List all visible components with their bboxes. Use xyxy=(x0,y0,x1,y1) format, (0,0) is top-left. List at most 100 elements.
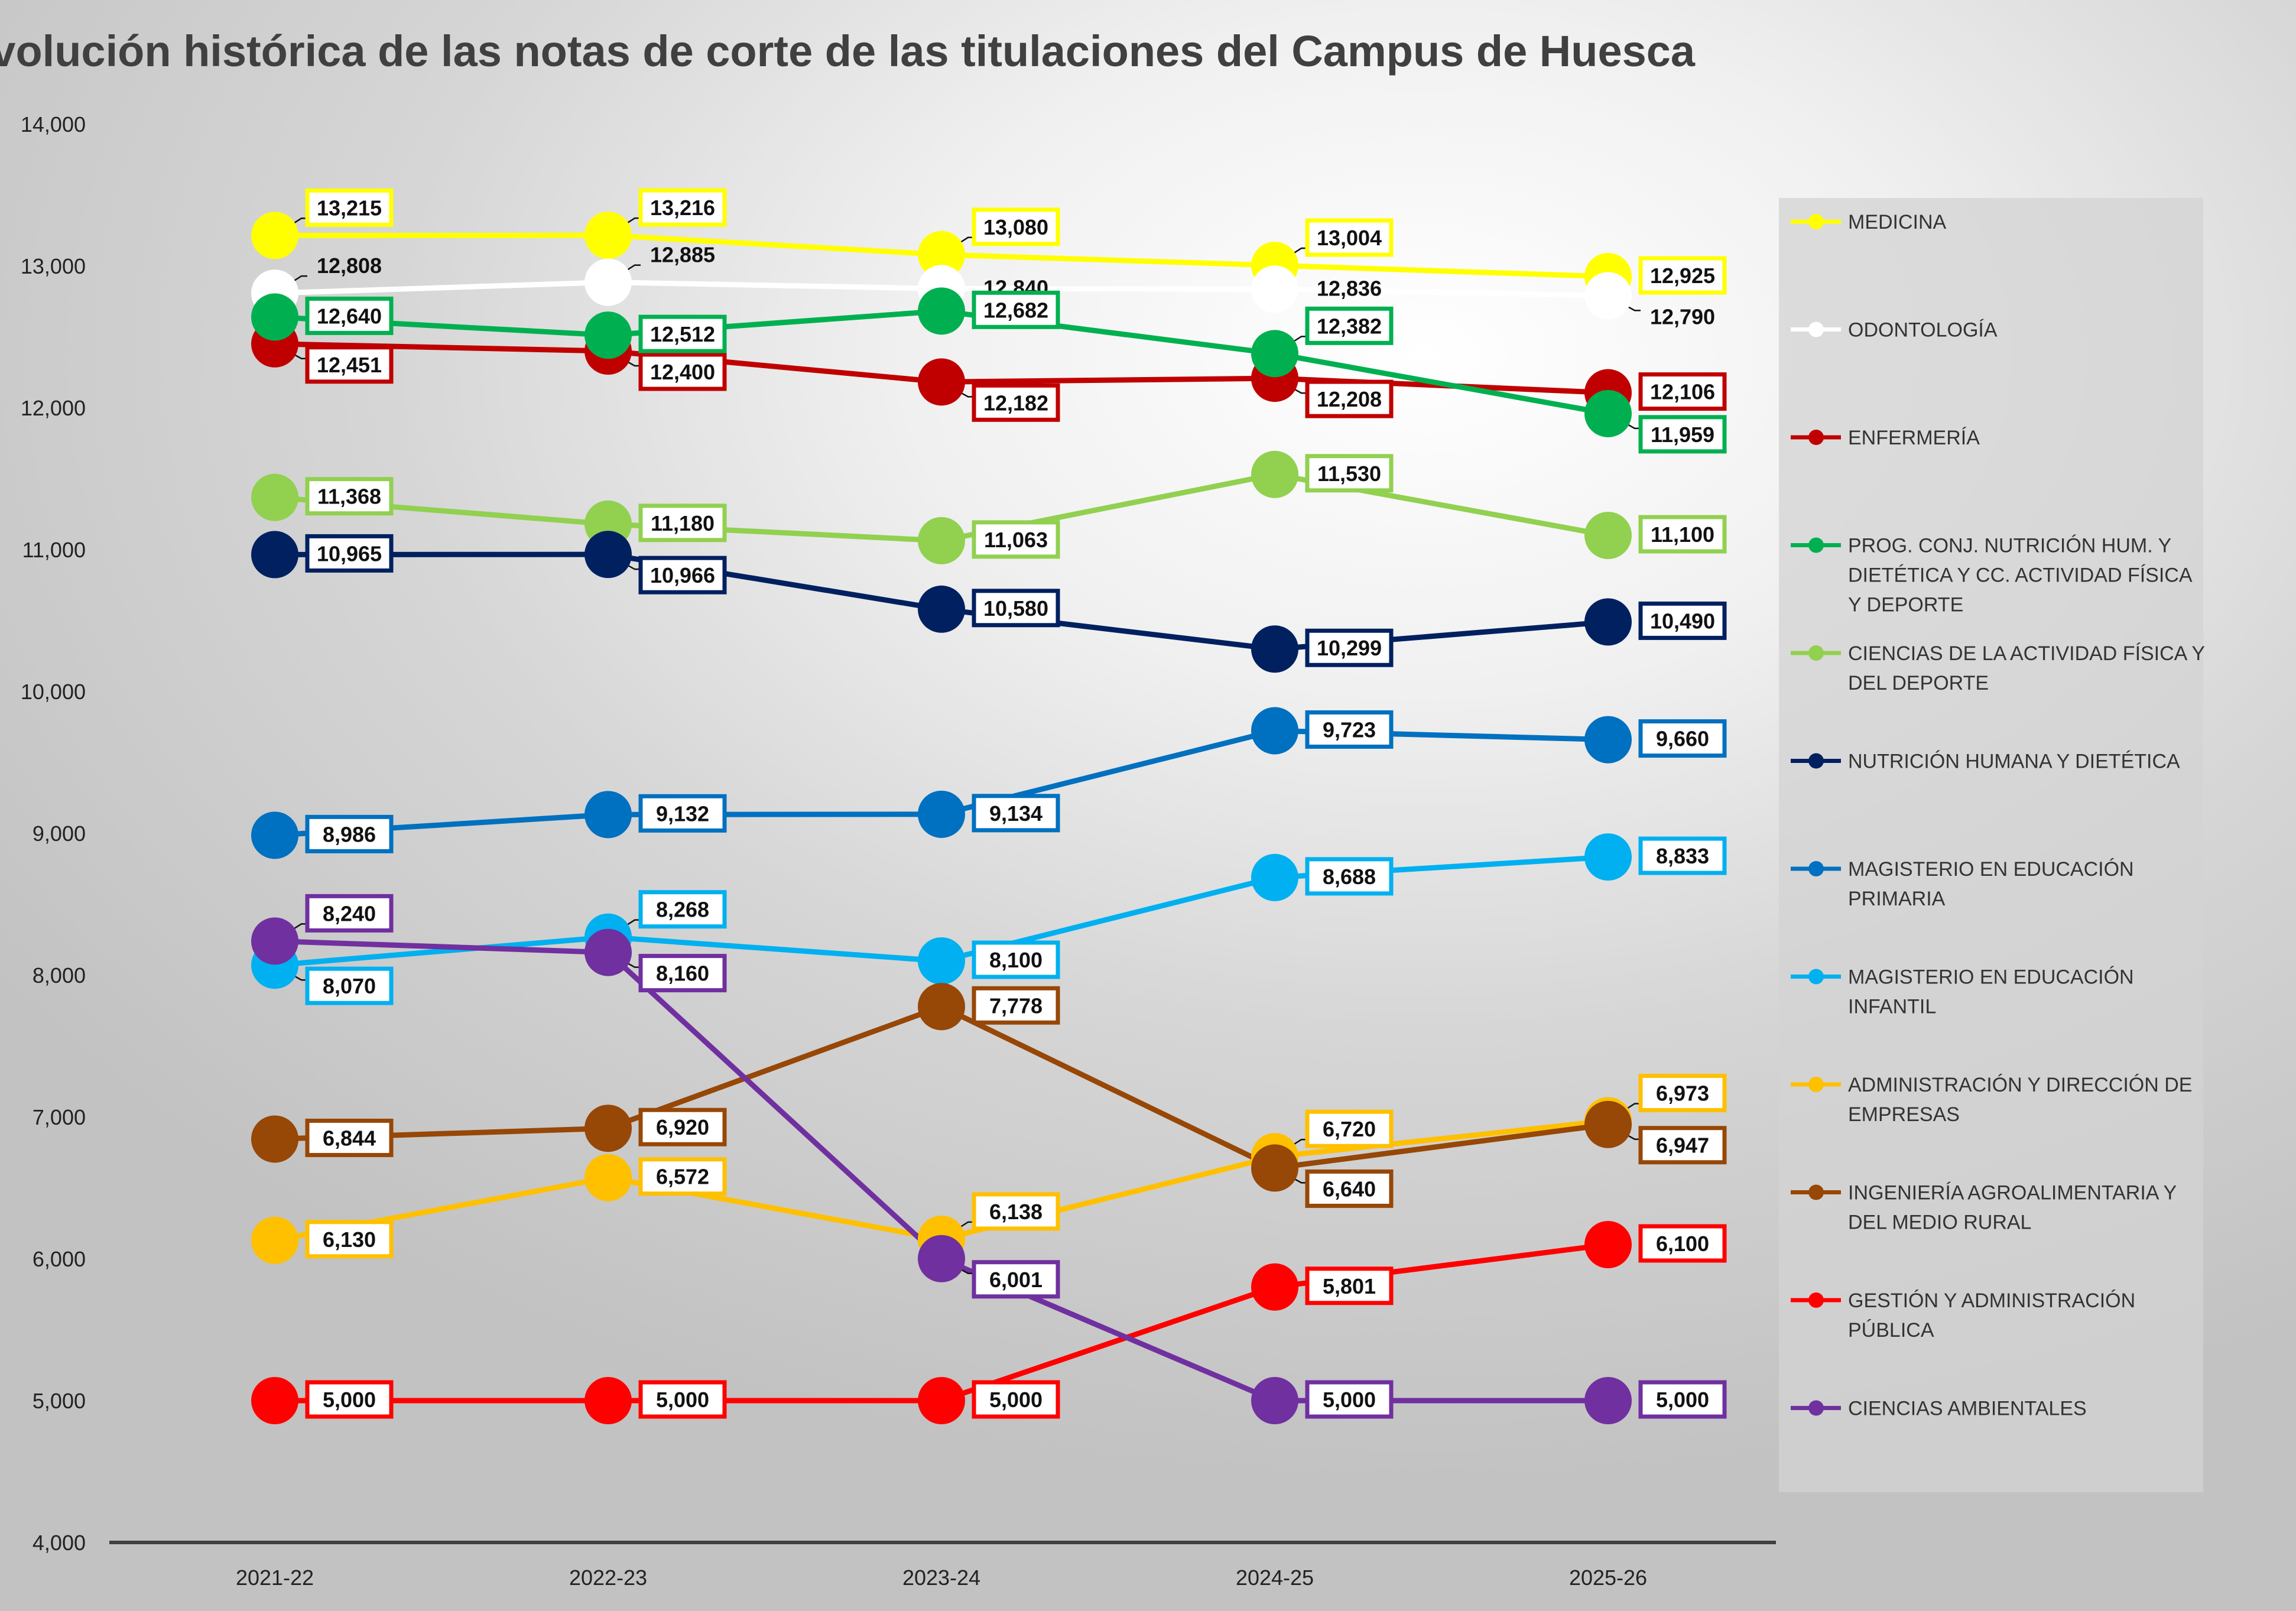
data-point-marker xyxy=(251,473,298,521)
data-label: 13,080 xyxy=(983,215,1048,239)
y-tick-label: 5,000 xyxy=(33,1389,86,1413)
data-point-marker xyxy=(584,531,632,579)
data-label: 6,844 xyxy=(323,1126,376,1150)
y-tick-label: 8,000 xyxy=(33,963,86,988)
x-tick-label: 2024-25 xyxy=(1236,1565,1314,1590)
data-label-box xyxy=(1638,256,1727,295)
legend-swatch-marker xyxy=(1808,1184,1824,1200)
legend-swatch-marker xyxy=(1808,1077,1824,1092)
data-label-box xyxy=(1638,719,1727,758)
data-point-marker xyxy=(918,790,965,838)
data-point-marker xyxy=(1584,1100,1632,1148)
data-point-marker xyxy=(1251,625,1298,673)
legend-label: ENFERMERÍA xyxy=(1848,427,1980,449)
data-label-box xyxy=(305,1118,394,1157)
data-label-box xyxy=(638,1107,727,1146)
data-label-box xyxy=(1305,218,1394,257)
data-label: 10,966 xyxy=(650,563,715,587)
legend-entry: MAGISTERIO EN EDUCACIÓN INFANTIL xyxy=(1791,966,2134,1018)
data-label: 6,973 xyxy=(1656,1081,1709,1105)
legend-swatch-marker xyxy=(1808,321,1824,337)
legend-label: PÚBLICA xyxy=(1848,1319,1934,1342)
data-label-box xyxy=(1305,857,1394,896)
data-label: 10,299 xyxy=(1317,636,1382,660)
data-point-marker xyxy=(1251,707,1298,755)
data-label-box xyxy=(1638,601,1727,640)
legend-entry: CIENCIAS DE LA ACTIVIDAD FÍSICA Y DEL DEP… xyxy=(1791,642,2205,694)
data-label-box xyxy=(1305,628,1394,667)
data-label-box xyxy=(638,188,727,227)
data-label: 6,001 xyxy=(989,1268,1043,1292)
legend-label: NUTRICIÓN HUMANA Y DIETÉTICA xyxy=(1848,751,2180,773)
data-point-marker xyxy=(1584,512,1632,559)
data-point-marker xyxy=(251,1115,298,1163)
data-label: 5,000 xyxy=(989,1388,1043,1412)
data-label: 6,720 xyxy=(1323,1117,1376,1141)
legend-entry: PROG. CONJ. NUTRICIÓN HUM. Y DIETÉTICA Y … xyxy=(1791,535,2193,616)
data-label: 10,965 xyxy=(317,541,382,566)
legend-label: ADMINISTRACIÓN Y DIRECCIÓN DE xyxy=(1848,1074,2192,1096)
data-label: 12,400 xyxy=(650,360,715,384)
data-point-marker xyxy=(584,1105,632,1152)
legend-box xyxy=(1779,198,2203,1492)
data-label: 6,100 xyxy=(1656,1232,1709,1256)
data-label-box xyxy=(638,1157,727,1196)
y-tick-label: 13,000 xyxy=(21,254,86,278)
data-label-box xyxy=(638,504,727,543)
legend-entry: MEDICINA xyxy=(1791,211,1947,233)
data-label: 6,920 xyxy=(656,1115,709,1139)
legend-label: GESTIÓN Y ADMINISTRACIÓN xyxy=(1848,1290,2135,1312)
data-label-box xyxy=(305,477,394,516)
data-label-box xyxy=(305,296,394,335)
data-label-box xyxy=(305,1380,394,1419)
x-tick-label: 2022-23 xyxy=(569,1565,647,1590)
data-label-box xyxy=(1305,1169,1394,1208)
data-label: 11,180 xyxy=(651,511,715,535)
data-point-marker xyxy=(918,358,965,406)
data-point-marker xyxy=(584,791,632,839)
data-label: 9,723 xyxy=(1323,717,1376,742)
data-label-box xyxy=(1305,1266,1394,1305)
data-point-marker xyxy=(1584,716,1632,764)
data-point-marker xyxy=(1251,450,1298,498)
data-point-marker xyxy=(251,1216,298,1264)
data-label: 5,000 xyxy=(1323,1388,1376,1412)
legend-entry: ODONTOLOGÍA xyxy=(1791,319,1998,342)
legend: MEDICINA ODONTOLOGÍA ENFERMERÍA PROG. CONJ.… xyxy=(1791,211,2205,1420)
data-label: 6,640 xyxy=(1323,1177,1376,1201)
legend-label: DIETÉTICA Y CC. ACTIVIDAD FÍSICA xyxy=(1848,564,2193,587)
data-point-marker xyxy=(251,811,298,859)
legend-swatch-marker xyxy=(1808,430,1824,445)
legend-entry: INGENIERÍA AGROALIMENTARIA Y DEL MEDIO RU… xyxy=(1791,1182,2177,1234)
data-label-box xyxy=(1638,1073,1727,1112)
y-tick-label: 12,000 xyxy=(21,396,86,420)
legend-label: DEL DEPORTE xyxy=(1848,672,1989,694)
data-point-marker xyxy=(1584,833,1632,881)
data-point-marker xyxy=(251,531,298,579)
data-label: 6,130 xyxy=(323,1227,376,1252)
data-label-box xyxy=(972,986,1060,1025)
data-label-box xyxy=(1305,454,1394,493)
data-label: 9,134 xyxy=(989,801,1043,826)
data-label-box xyxy=(972,520,1060,559)
data-label: 12,182 xyxy=(983,391,1048,415)
data-point-marker xyxy=(584,928,632,976)
data-label-box xyxy=(1305,306,1394,345)
data-label-box xyxy=(1638,372,1727,411)
data-label: 8,100 xyxy=(989,948,1043,972)
data-label: 12,451 xyxy=(317,353,382,377)
data-label: 11,530 xyxy=(1317,462,1381,486)
legend-label: Y DEPORTE xyxy=(1848,594,1963,616)
data-label: 5,000 xyxy=(323,1388,376,1412)
legend-entry: MAGISTERIO EN EDUCACIÓN PRIMARIA xyxy=(1791,858,2134,910)
data-label-box xyxy=(1305,1380,1394,1419)
data-label: 11,100 xyxy=(1651,522,1714,547)
data-label: 12,106 xyxy=(1650,380,1715,404)
data-label-box xyxy=(972,383,1060,422)
data-label-box xyxy=(638,556,727,595)
legend-label: MEDICINA xyxy=(1848,211,1947,233)
data-label-box xyxy=(972,207,1060,246)
data-label-box xyxy=(638,314,727,353)
data-label-box xyxy=(305,345,394,384)
data-point-marker xyxy=(1251,1377,1298,1424)
